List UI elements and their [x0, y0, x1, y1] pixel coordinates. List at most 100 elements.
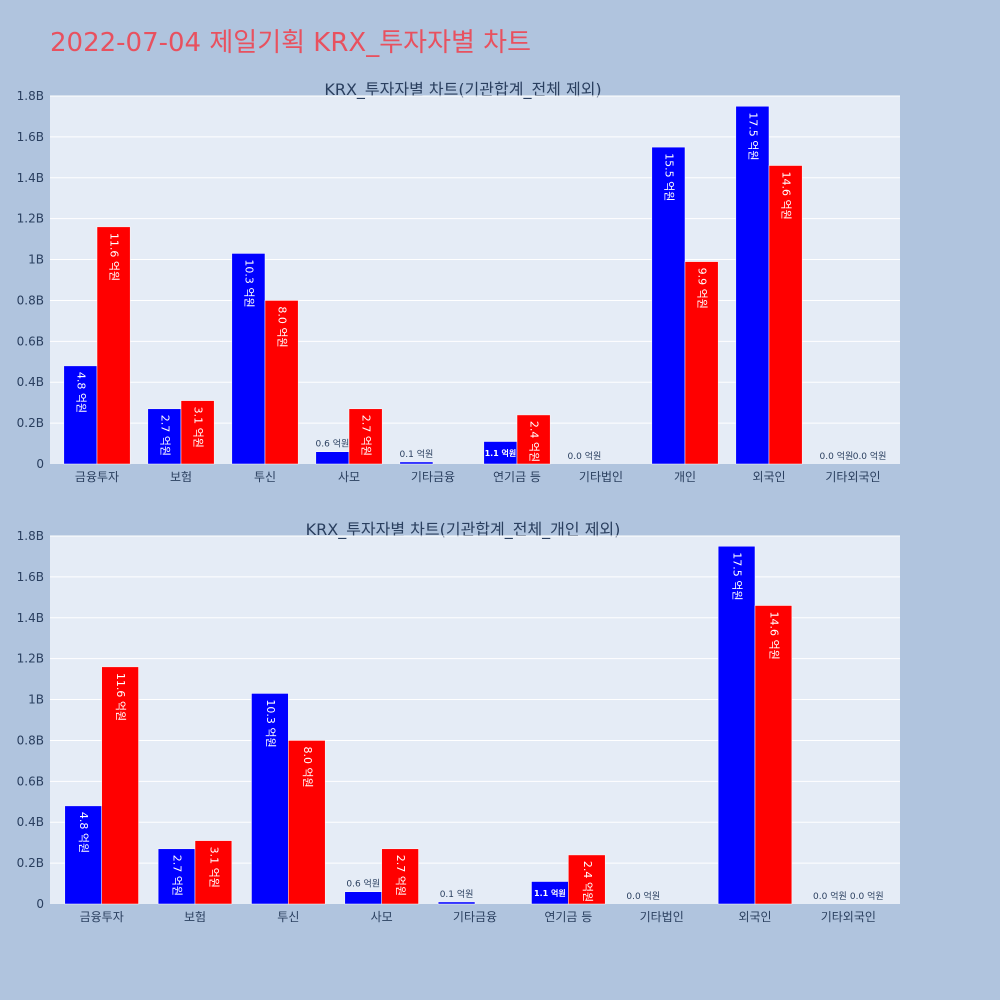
y-tick-label: 0.6B: [17, 774, 44, 788]
x-tick-label: 투신: [254, 470, 276, 484]
bar-blue: [147, 408, 182, 465]
x-tick-label: 개인: [674, 470, 696, 484]
bar-data-label: 2.7 억원: [158, 415, 171, 456]
bar-blue: [344, 891, 382, 905]
x-tick-label: 외국인: [738, 910, 771, 924]
bar-red: [684, 261, 719, 465]
bar-data-label: 2.7 억원: [394, 855, 407, 896]
bar-data-label: 2.4 억원: [528, 421, 541, 462]
bar-red: [96, 226, 131, 465]
x-tick-label: 기타외국인: [825, 470, 880, 484]
bar-data-label: 0.0 억원: [813, 890, 847, 902]
y-tick-label: 1.4B: [17, 171, 44, 185]
bar-chart-excluding-individual: KRX_투자자별 차트(기관합계_전체_개인 제외) 0 0.2B 0.4B 0.6B 0…: [17, 520, 900, 924]
bar-red: [264, 300, 299, 465]
bar-blue: [315, 451, 350, 465]
chart-title: KRX_투자자별 차트(기관합계_전체_개인 제외): [306, 520, 621, 540]
y-tick-label: 0: [36, 457, 44, 471]
bar-chart-all: KRX_투자자별 차트(기관합계_전체 제외) 0 0.2B 0.4B 0.6B 0.8B…: [17, 80, 900, 484]
bar-data-label: 11.6 억원: [108, 233, 121, 281]
bar-blue: [64, 805, 102, 905]
bar-data-label: 0.0 억원: [568, 450, 602, 462]
bar-data-label: 10.3 억원: [242, 259, 255, 307]
y-tick-label: 1B: [28, 693, 44, 707]
bar-data-label: 4.8 억원: [77, 812, 90, 853]
y-tick-label: 1.6B: [17, 570, 44, 584]
y-tick-label: 0.4B: [17, 375, 44, 389]
bar-data-label: 0.1 억원: [440, 888, 474, 900]
y-tick-label: 1.8B: [17, 529, 44, 543]
y-tick-label: 0.8B: [17, 293, 44, 307]
bar-blue: [157, 848, 196, 905]
x-tick-label: 기타금융: [411, 470, 455, 484]
bar-data-label: 17.5 억원: [746, 112, 759, 160]
bar-data-label: 0.0 억원: [820, 450, 854, 462]
bar-data-label: 8.0 억원: [276, 306, 289, 347]
x-tick-label: 금융투자: [75, 470, 119, 484]
x-tick-label: 사모: [371, 910, 393, 924]
bar-data-label: 14.6 억원: [767, 612, 780, 660]
page-title: 2022-07-04 제일기획 KRX_투자자별 차트: [50, 28, 532, 58]
bar-data-label: 0.0 억원: [853, 450, 887, 462]
bar-red: [180, 400, 215, 465]
y-tick-label: 1.2B: [17, 212, 44, 226]
x-tick-label: 보험: [170, 470, 192, 484]
x-tick-label: 기타법인: [579, 470, 623, 484]
bar-blue: [437, 901, 476, 905]
bar-data-label: 14.6 억원: [780, 172, 793, 220]
x-tick-label: 연기금 등: [544, 910, 592, 924]
bar-data-label: 8.0 억원: [301, 746, 314, 787]
y-tick-label: 1.4B: [17, 611, 44, 625]
bar-blue: [231, 253, 266, 465]
bar-data-label: 0.1 억원: [400, 448, 434, 460]
bar-red: [516, 414, 551, 465]
y-tick-label: 1.8B: [17, 89, 44, 103]
bar-data-label: 4.8 억원: [74, 372, 87, 413]
bar-data-label: 15.5 억원: [662, 153, 675, 201]
bar-data-label: 3.1 억원: [192, 407, 205, 448]
y-tick-label: 0.2B: [17, 416, 44, 430]
bar-data-label: 0.6 억원: [346, 878, 380, 890]
x-tick-label: 기타외국인: [821, 910, 876, 924]
y-tick-label: 0.4B: [17, 815, 44, 829]
bar-data-label: 17.5 억원: [731, 552, 744, 600]
x-tick-label: 기타법인: [640, 910, 684, 924]
bar-blue: [63, 365, 98, 465]
bar-red: [754, 605, 793, 905]
chart-title: KRX_투자자별 차트(기관합계_전체 제외): [324, 80, 601, 100]
bar-red: [101, 666, 139, 905]
y-tick-label: 0.6B: [17, 334, 44, 348]
y-tick-label: 1B: [28, 253, 44, 267]
bar-red: [288, 740, 326, 905]
y-tick-label: 1.6B: [17, 130, 44, 144]
y-tick-label: 0: [36, 897, 44, 911]
bar-blue: [399, 461, 434, 465]
bar-data-label: 1.1 억원: [485, 448, 517, 458]
bar-data-label: 0.6 억원: [316, 438, 350, 450]
bar-red: [194, 840, 233, 905]
bar-data-label: 2.7 억원: [360, 415, 373, 456]
x-tick-label: 금융투자: [80, 910, 124, 924]
bar-red: [348, 408, 383, 465]
bar-data-label: 2.7 억원: [171, 855, 184, 896]
bar-data-label: 0.0 억원: [850, 890, 884, 902]
bar-data-label: 1.1 억원: [534, 888, 566, 898]
x-tick-label: 보험: [184, 910, 206, 924]
x-tick-label: 투신: [277, 910, 299, 924]
y-tick-label: 0.2B: [17, 856, 44, 870]
x-tick-label: 외국인: [752, 470, 785, 484]
bar-blue: [717, 545, 756, 905]
bar-data-label: 0.0 억원: [626, 890, 660, 902]
bar-data-label: 2.4 억원: [581, 861, 594, 902]
bar-red: [768, 165, 803, 465]
bar-data-label: 9.9 억원: [696, 268, 709, 309]
bar-data-label: 3.1 억원: [207, 847, 220, 888]
y-tick-label: 0.8B: [17, 733, 44, 747]
y-tick-label: 1.2B: [17, 652, 44, 666]
bar-data-label: 10.3 억원: [264, 699, 277, 747]
x-tick-label: 기타금융: [453, 910, 497, 924]
bar-red: [381, 848, 419, 905]
bar-blue: [251, 693, 289, 905]
bar-red: [568, 854, 606, 905]
bar-blue: [735, 105, 770, 465]
